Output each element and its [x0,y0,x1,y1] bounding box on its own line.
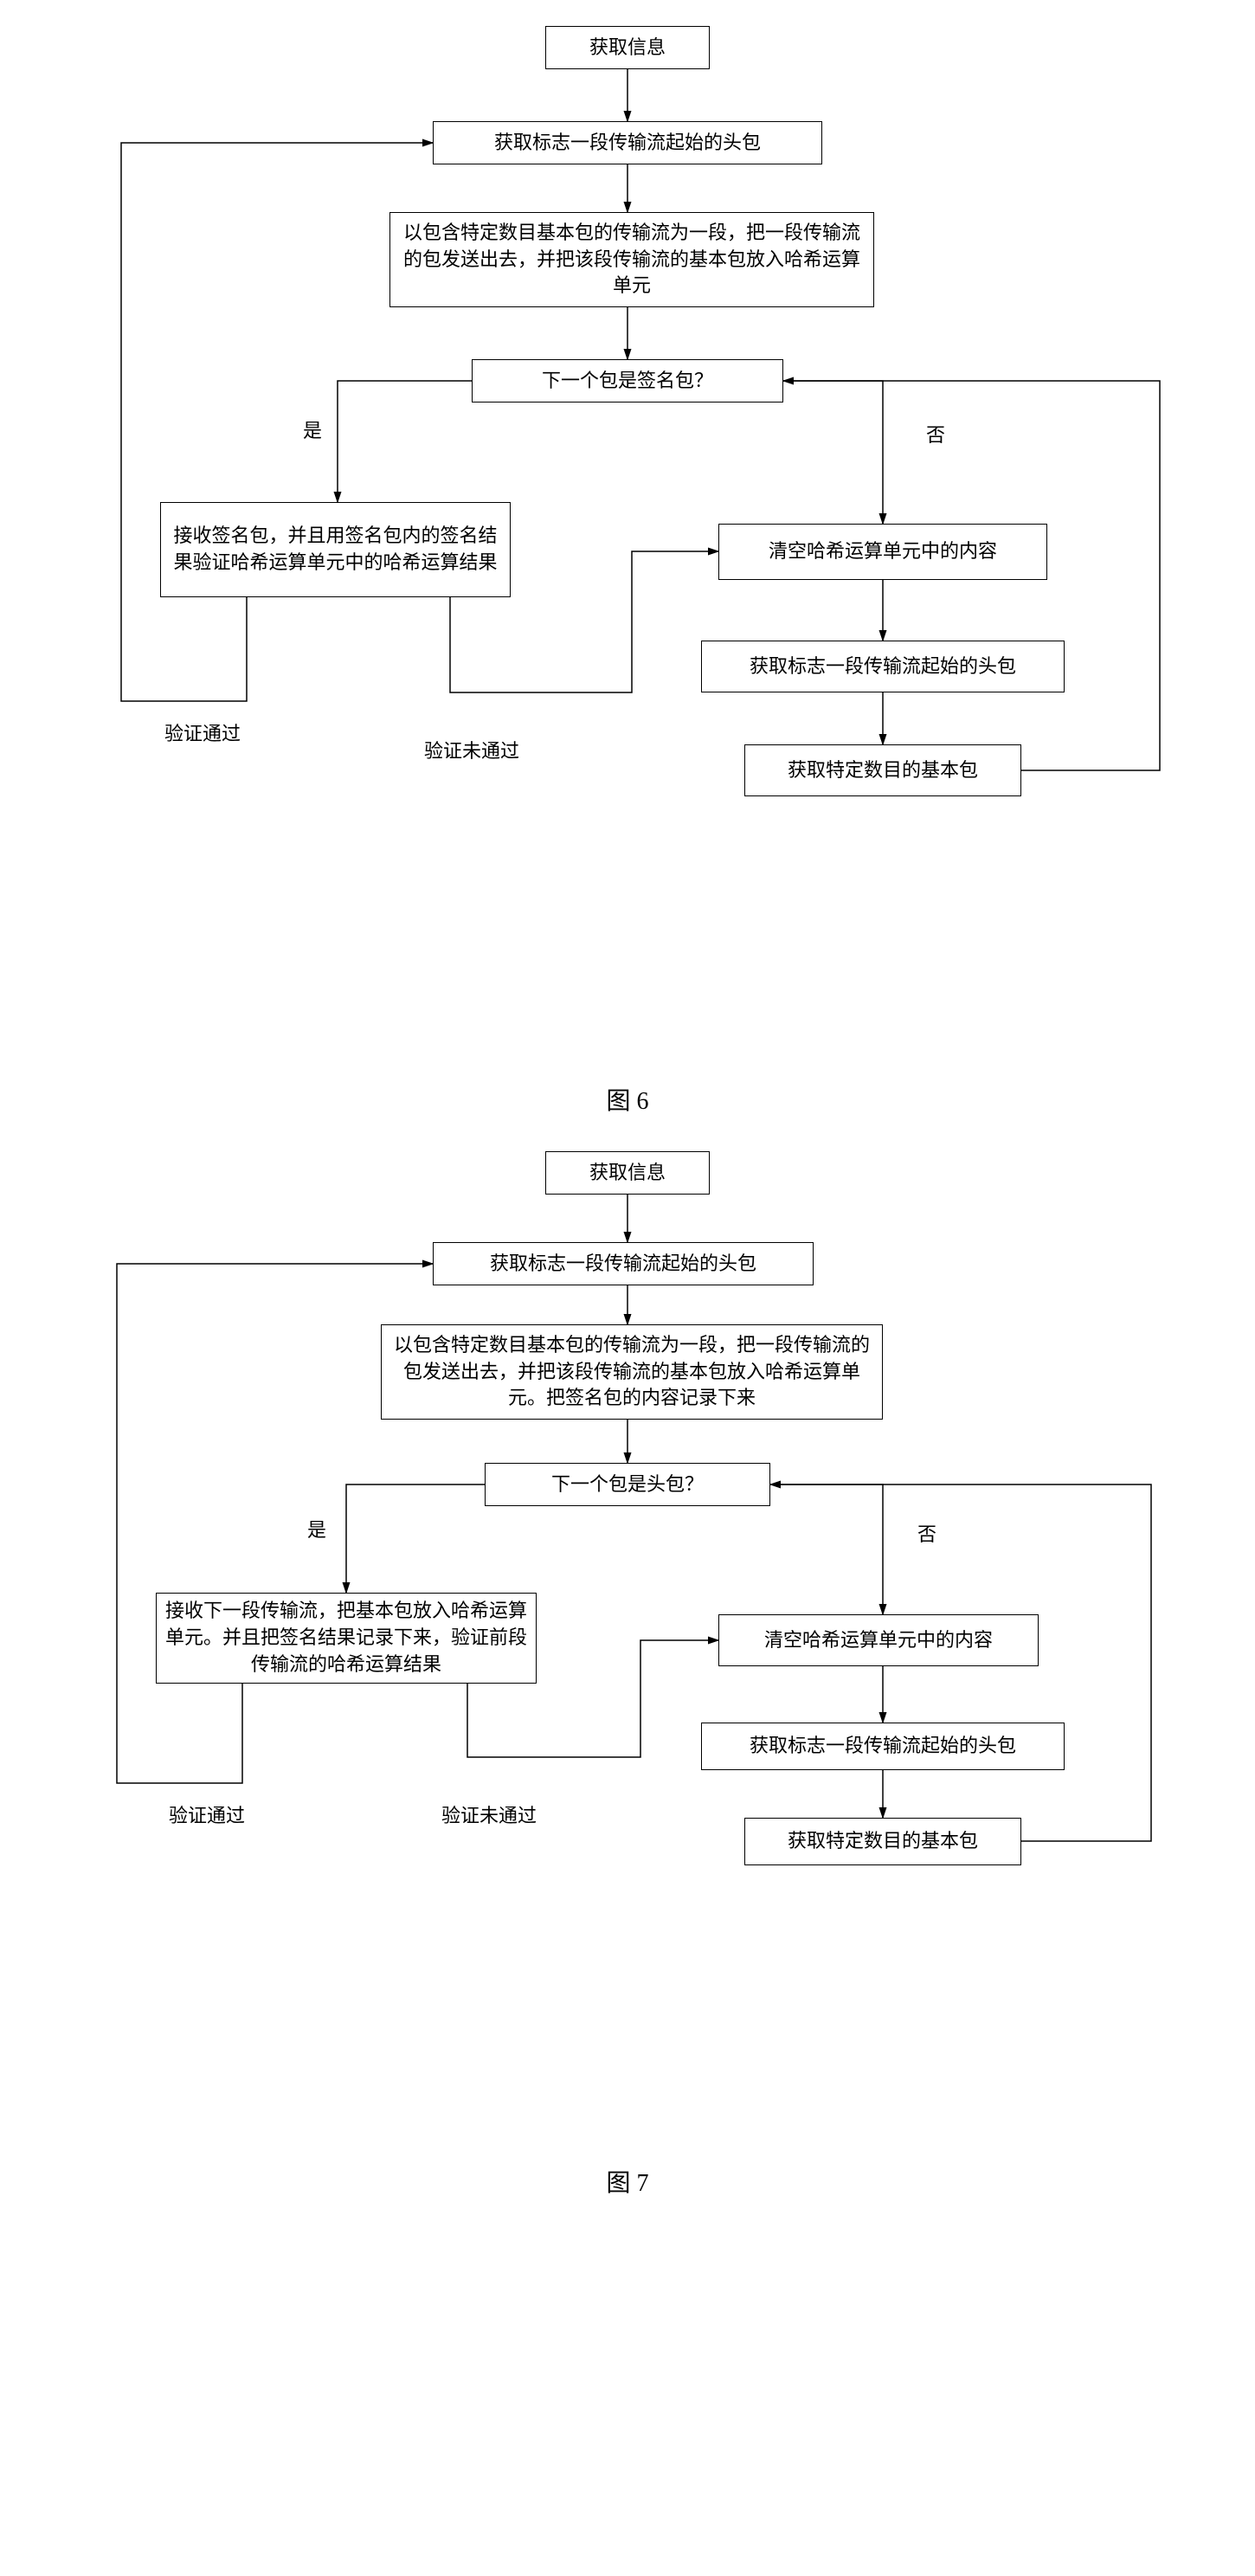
flow-box-b1: 获取信息 [545,1151,710,1195]
flow-label-yes: 是 [307,1515,326,1542]
flow-label-pass: 验证通过 [164,718,241,746]
flow-box-b3: 以包含特定数目基本包的传输流为一段，把一段传输流的包发送出去，并把该段传输流的基… [389,212,874,307]
flow-box-b6: 清空哈希运算单元中的内容 [718,524,1047,580]
flowchart-fig7: 获取信息获取标志一段传输流起始的头包以包含特定数目基本包的传输流为一段，把一段传… [17,1143,1255,2138]
flow-box-b4: 下一个包是签名包？ [472,359,783,402]
flow-label-no: 否 [917,1519,936,1547]
flow-box-b8: 获取特定数目的基本包 [744,744,1021,796]
flow-box-b8: 获取特定数目的基本包 [744,1818,1021,1865]
flow-label-yes: 是 [303,415,322,443]
flow-box-b6: 清空哈希运算单元中的内容 [718,1614,1039,1666]
flow-box-b2: 获取标志一段传输流起始的头包 [433,1242,814,1285]
flow-box-b4: 下一个包是头包？ [485,1463,770,1506]
flow-label-pass: 验证通过 [169,1800,245,1828]
flow-box-b7: 获取标志一段传输流起始的头包 [701,1723,1065,1770]
flow-box-b5: 接收下一段传输流，把基本包放入哈希运算单元。并且把签名结果记录下来，验证前段传输… [156,1593,537,1684]
flowchart-fig6: 获取信息获取标志一段传输流起始的头包以包含特定数目基本包的传输流为一段，把一段传… [17,17,1255,1056]
caption-fig7: 图 7 [17,2164,1238,2199]
flow-box-b2: 获取标志一段传输流起始的头包 [433,121,822,164]
flow-label-fail: 验证未通过 [441,1800,537,1828]
caption-fig6: 图 6 [17,1082,1238,1117]
flow-box-b7: 获取标志一段传输流起始的头包 [701,641,1065,692]
flow-box-b1: 获取信息 [545,26,710,69]
flow-box-b3: 以包含特定数目基本包的传输流为一段，把一段传输流的包发送出去，并把该段传输流的基… [381,1324,883,1420]
flow-label-fail: 验证未通过 [424,736,519,763]
flow-box-b5: 接收签名包，并且用签名包内的签名结果验证哈希运算单元中的哈希运算结果 [160,502,511,597]
flow-label-no: 否 [926,420,945,448]
